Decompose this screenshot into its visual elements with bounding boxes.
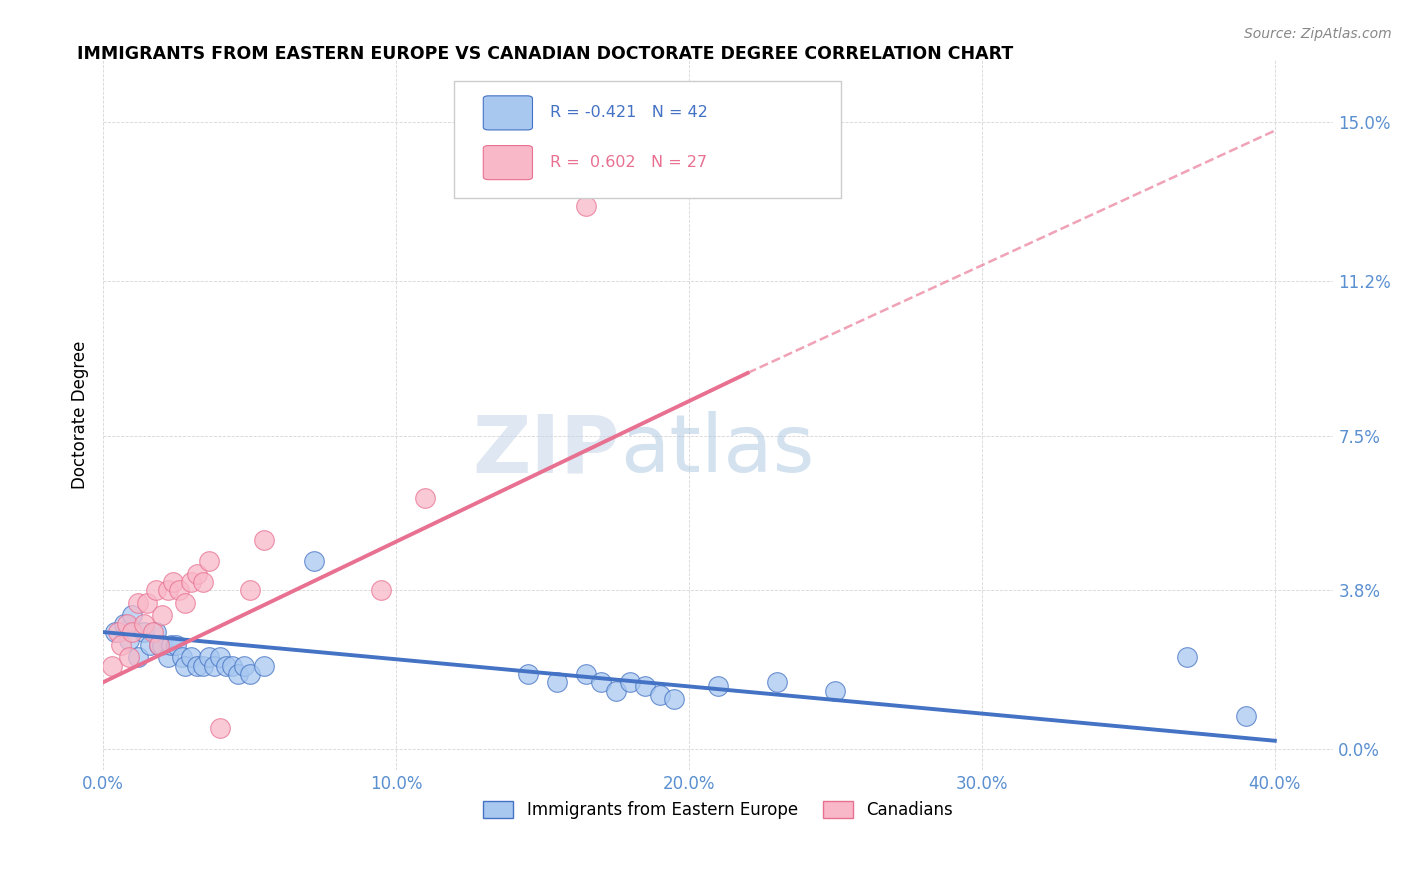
Point <box>156 650 179 665</box>
Point <box>134 625 156 640</box>
Point <box>174 596 197 610</box>
Point <box>118 650 141 665</box>
Text: IMMIGRANTS FROM EASTERN EUROPE VS CANADIAN DOCTORATE DEGREE CORRELATION CHART: IMMIGRANTS FROM EASTERN EUROPE VS CANADI… <box>77 45 1014 62</box>
Point <box>121 625 143 640</box>
Point <box>239 583 262 598</box>
Y-axis label: Doctorate Degree: Doctorate Degree <box>72 341 89 489</box>
Point <box>180 650 202 665</box>
Point <box>1175 650 1198 665</box>
Point <box>118 633 141 648</box>
Point <box>104 625 127 640</box>
Point <box>239 666 262 681</box>
Point <box>110 638 132 652</box>
Point <box>115 616 138 631</box>
Point <box>186 566 208 581</box>
Point <box>174 658 197 673</box>
Point <box>605 683 627 698</box>
Point <box>1234 708 1257 723</box>
Point <box>226 666 249 681</box>
Point <box>209 721 232 735</box>
Legend: Immigrants from Eastern Europe, Canadians: Immigrants from Eastern Europe, Canadian… <box>477 794 960 826</box>
Point <box>575 666 598 681</box>
Point <box>221 658 243 673</box>
Point <box>162 574 184 589</box>
Point <box>197 554 219 568</box>
Point <box>148 638 170 652</box>
Point <box>150 608 173 623</box>
Point <box>302 554 325 568</box>
Point <box>145 583 167 598</box>
Point <box>191 574 214 589</box>
Point <box>134 616 156 631</box>
Point <box>215 658 238 673</box>
Point <box>370 583 392 598</box>
FancyBboxPatch shape <box>454 81 841 198</box>
Point <box>172 650 194 665</box>
Point <box>186 658 208 673</box>
Point <box>150 638 173 652</box>
Text: R =  0.602   N = 27: R = 0.602 N = 27 <box>550 155 707 170</box>
Point <box>112 616 135 631</box>
Point <box>634 680 657 694</box>
Point <box>546 675 568 690</box>
Point <box>145 625 167 640</box>
Point <box>127 596 149 610</box>
Point <box>191 658 214 673</box>
Point <box>575 199 598 213</box>
Point <box>516 666 538 681</box>
Point <box>232 658 254 673</box>
Point <box>156 583 179 598</box>
Point <box>664 692 686 706</box>
Point <box>415 491 437 506</box>
Point <box>197 650 219 665</box>
Point <box>253 658 276 673</box>
FancyBboxPatch shape <box>484 145 533 179</box>
Text: R = -0.421   N = 42: R = -0.421 N = 42 <box>550 105 707 120</box>
Point <box>165 638 187 652</box>
Text: atlas: atlas <box>620 411 814 490</box>
Point <box>107 625 129 640</box>
Point <box>121 608 143 623</box>
Point <box>824 683 846 698</box>
Point <box>159 638 181 652</box>
Point <box>139 638 162 652</box>
FancyBboxPatch shape <box>484 95 533 130</box>
Point <box>180 574 202 589</box>
Point <box>101 658 124 673</box>
Point <box>148 638 170 652</box>
Point <box>619 675 641 690</box>
Point <box>136 596 159 610</box>
Point <box>142 625 165 640</box>
Point <box>253 533 276 548</box>
Point <box>127 650 149 665</box>
Point <box>591 675 613 690</box>
Point <box>209 650 232 665</box>
Point <box>648 688 671 702</box>
Point <box>169 583 191 598</box>
Point <box>204 658 226 673</box>
Point <box>707 680 730 694</box>
Point <box>766 675 789 690</box>
Text: Source: ZipAtlas.com: Source: ZipAtlas.com <box>1244 27 1392 41</box>
Text: ZIP: ZIP <box>472 411 620 490</box>
